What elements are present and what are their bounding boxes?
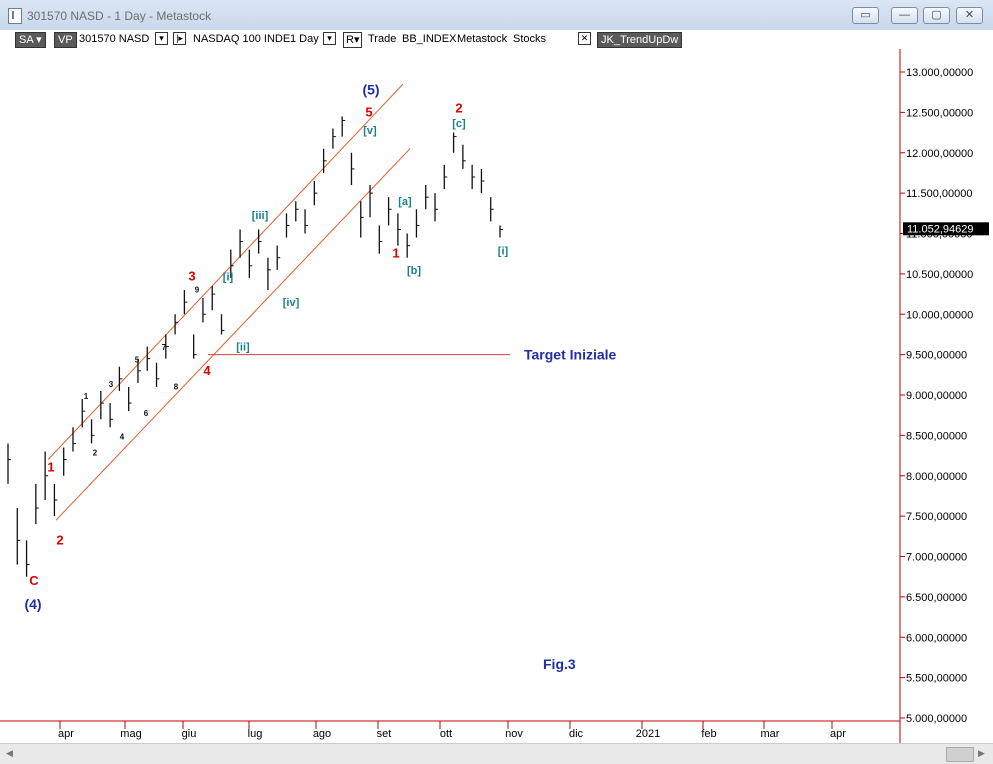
wave-label-black: 9 (195, 285, 200, 294)
wave-label-red: 2 (56, 532, 63, 547)
x-tick-label: set (377, 728, 392, 740)
inspector-icon[interactable]: |▸ (173, 32, 186, 45)
wave-label-black: 5 (135, 356, 140, 365)
y-tick-label: 7.500,00000 (906, 511, 967, 523)
y-tick-label: 7.000,00000 (906, 552, 967, 564)
wave-label-red: 1 (392, 246, 399, 261)
channel-lower-line (55, 148, 411, 521)
y-tick-label: 12.500,00000 (906, 107, 973, 119)
scroll-thumb[interactable] (946, 747, 974, 762)
y-tick-label: 10.500,00000 (906, 269, 973, 281)
scroll-right-icon[interactable]: ▶ (978, 748, 985, 758)
x-tick-label: 2021 (636, 728, 660, 740)
window-title: 301570 NASD - 1 Day - Metastock (27, 9, 212, 23)
expert-badge[interactable]: JK_TrendUpDw (597, 32, 683, 48)
chart-app-icon (8, 8, 22, 24)
wave-label-teal: [b] (407, 265, 421, 277)
window-titlebar: 301570 NASD - 1 Day - Metastock ▭ — ▢ ✕ (0, 0, 993, 31)
wave-label-teal: [i] (498, 245, 509, 257)
x-tick-label: lug (248, 728, 263, 740)
x-tick-label: apr (830, 728, 846, 740)
close-expert-icon[interactable]: ✕ (578, 32, 591, 45)
wave-label-teal: [iii] (252, 210, 269, 222)
y-tick-label: 13.000,00000 (906, 67, 973, 79)
y-tick-label: 10.000,00000 (906, 309, 973, 321)
wave-label-red: 2 (455, 100, 462, 115)
symbol-dropdown-icon[interactable]: ▾ (155, 32, 168, 45)
y-tick-label: 12.000,00000 (906, 148, 973, 160)
wave-label-blue: (5) (362, 82, 379, 98)
metastock-label: Metastock (457, 33, 508, 45)
y-tick-label: 9.000,00000 (906, 390, 967, 402)
wave-label-black: 3 (109, 380, 114, 389)
wave-label-black: 4 (120, 432, 125, 441)
wave-label-teal: [i] (223, 271, 234, 283)
y-tick-label: 5.000,00000 (906, 713, 967, 725)
y-tick-label: 11.500,00000 (906, 188, 972, 200)
wave-label-teal: [iv] (283, 297, 300, 309)
wave-label-teal: [v] (363, 125, 377, 137)
wave-label-teal: [ii] (236, 342, 250, 354)
x-tick-label: giu (182, 728, 197, 740)
x-tick-label: feb (701, 728, 716, 740)
x-tick-label: mag (120, 728, 141, 740)
last-price-label: 11.052,94629 (907, 223, 973, 235)
minimize-button[interactable]: — (891, 7, 918, 24)
chart-toolbar: SA ▾ VP 301570 NASD ▾ |▸ NASDAQ 100 INDE… (0, 30, 993, 49)
restore-icon[interactable]: ▭ (852, 7, 879, 24)
y-tick-label: 6.500,00000 (906, 592, 967, 604)
trade-label: Trade (368, 33, 397, 45)
x-tick-label: dic (569, 728, 584, 740)
x-tick-label: apr (58, 728, 74, 740)
wave-label-red: C (29, 573, 39, 588)
sa-button[interactable]: SA ▾ (15, 32, 46, 48)
figure-label: Fig.3 (543, 656, 576, 672)
wave-label-red: 4 (203, 363, 211, 378)
close-button[interactable]: ✕ (956, 7, 983, 24)
target-label: Target Iniziale (524, 347, 617, 363)
symbol-label: 301570 NASD (79, 33, 150, 45)
wave-label-red: 3 (188, 268, 195, 283)
wave-label-red: 1 (47, 460, 54, 475)
x-tick-label: ott (440, 728, 452, 740)
x-tick-label: ago (313, 728, 331, 740)
wave-label-black: 7 (162, 343, 167, 352)
wave-label-blue: (4) (24, 596, 41, 612)
y-tick-label: 8.500,00000 (906, 430, 967, 442)
y-tick-label: 9.500,00000 (906, 350, 967, 362)
chart-area[interactable]: 13.000,00000 12.500,00000 12.000,00000 11.5… (0, 49, 993, 743)
scroll-left-icon[interactable]: ◀ (6, 748, 13, 758)
wave-label-teal: [a] (398, 196, 412, 208)
price-chart[interactable]: 13.000,00000 12.500,00000 12.000,00000 11.5… (0, 49, 993, 743)
horizontal-scrollbar[interactable]: ◀ ▶ (0, 743, 993, 764)
wave-label-black: 2 (93, 449, 98, 458)
y-tick-label: 6.000,00000 (906, 632, 967, 644)
stocks-label: Stocks (513, 33, 547, 45)
r-button[interactable]: R▾ (343, 32, 363, 48)
maximize-button[interactable]: ▢ (923, 7, 950, 24)
wave-label-black: 6 (144, 409, 149, 418)
y-tick-label: 5.500,00000 (906, 673, 967, 685)
x-tick-label: mar (761, 728, 780, 740)
channel-upper-line (47, 83, 404, 460)
wave-label-red: 5 (365, 104, 372, 119)
x-tick-label: nov (505, 728, 523, 740)
wave-label-black: 8 (174, 382, 179, 391)
period-label: 1 Day (290, 33, 319, 45)
period-dropdown-icon[interactable]: ▾ (323, 32, 336, 45)
last-price-box (903, 222, 989, 236)
market-label: NASDAQ 100 INDE (193, 33, 291, 45)
vp-button[interactable]: VP (54, 32, 77, 48)
wave-label-black: 1 (84, 392, 89, 401)
y-tick-label: 8.000,00000 (906, 471, 967, 483)
wave-label-teal: [c] (452, 118, 466, 130)
bbindex-label: BB_INDEX (402, 33, 457, 45)
